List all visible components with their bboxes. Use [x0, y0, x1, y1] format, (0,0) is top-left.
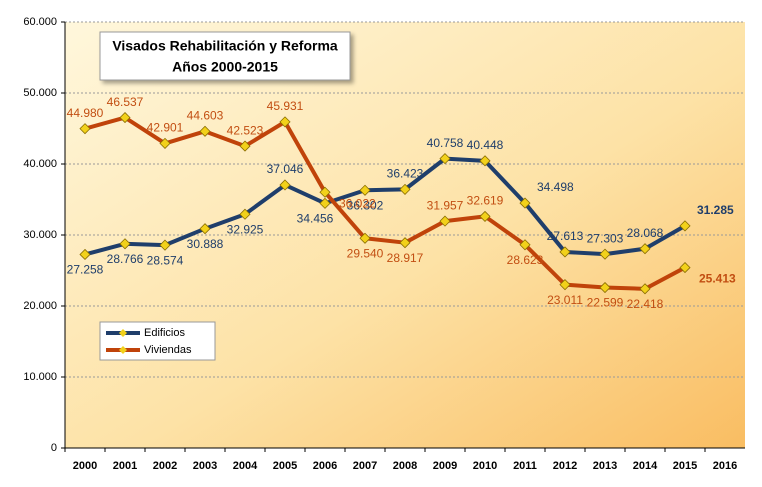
- x-tick-label: 2016: [713, 460, 737, 472]
- marker: [279, 116, 291, 128]
- y-tick-label: 30.000: [23, 229, 57, 241]
- data-label: 28.068: [627, 226, 664, 240]
- data-label: 27.613: [547, 229, 584, 243]
- marker: [319, 197, 331, 209]
- marker: [359, 232, 371, 244]
- x-tick-label: 2004: [233, 460, 258, 472]
- marker: [479, 155, 491, 167]
- x-tick-label: 2003: [193, 460, 217, 472]
- data-label: 37.046: [267, 162, 304, 176]
- data-label: 46.537: [107, 95, 144, 109]
- data-label: 36.022: [339, 196, 376, 210]
- marker: [599, 248, 611, 260]
- marker: [439, 153, 451, 165]
- x-tick-label: 2014: [633, 460, 658, 472]
- marker: [599, 281, 611, 294]
- marker: [679, 262, 691, 274]
- x-tick-label: 2005: [273, 460, 297, 472]
- y-tick-label: 10.000: [23, 371, 57, 383]
- data-label: 36.423: [387, 167, 424, 181]
- x-tick-label: 2012: [553, 460, 577, 472]
- marker: [479, 210, 491, 222]
- data-label: 25.413: [699, 272, 736, 286]
- x-tick-label: 2007: [353, 460, 377, 472]
- data-label: 22.599: [587, 296, 624, 310]
- data-label: 40.758: [427, 136, 464, 150]
- data-label: 23.011: [547, 293, 583, 307]
- marker: [519, 239, 531, 251]
- legend-label: Viviendas: [144, 344, 192, 356]
- data-label: 22.418: [627, 297, 664, 311]
- y-tick-label: 20.000: [23, 300, 57, 312]
- x-tick-label: 2011: [513, 460, 537, 472]
- data-label: 31.957: [427, 198, 464, 212]
- x-tick-label: 2008: [393, 460, 417, 472]
- marker: [439, 215, 451, 227]
- data-label: 44.603: [187, 108, 224, 122]
- x-tick-label: 2009: [433, 460, 457, 472]
- data-label: 32.925: [227, 222, 264, 236]
- data-label: 28.574: [147, 253, 184, 267]
- marker: [399, 183, 411, 195]
- marker: [119, 238, 131, 250]
- data-label: 27.303: [587, 231, 624, 245]
- marker: [239, 140, 251, 152]
- data-label: 44.980: [67, 106, 104, 120]
- x-tick-label: 2001: [113, 460, 137, 472]
- marker: [159, 239, 171, 251]
- chart-title: Visados Rehabilitación y Reforma: [112, 38, 338, 54]
- marker: [559, 246, 571, 258]
- series-line: [84, 156, 686, 257]
- marker: [119, 112, 131, 124]
- marker: [239, 208, 251, 220]
- marker: [559, 279, 571, 291]
- marker: [279, 179, 291, 191]
- x-tick-label: 2010: [473, 460, 497, 472]
- legend-marker: [119, 346, 127, 354]
- marker: [679, 220, 691, 232]
- data-label: 30.888: [187, 237, 224, 251]
- y-tick-label: 60.000: [23, 16, 57, 28]
- marker: [359, 184, 371, 196]
- legend: [99, 321, 216, 361]
- x-tick-label: 2006: [313, 460, 337, 472]
- chart-subtitle: Años 2000-2015: [172, 59, 278, 75]
- data-label: 42.523: [227, 123, 264, 137]
- data-label: 29.540: [347, 246, 384, 260]
- data-label: 31.285: [697, 203, 734, 217]
- y-tick-label: 50.000: [23, 87, 57, 99]
- data-label: 28.623: [507, 253, 544, 267]
- data-label: 34.456: [297, 212, 334, 226]
- marker: [639, 283, 651, 295]
- x-tick-label: 2002: [153, 460, 177, 472]
- legend-label: Edificios: [144, 327, 185, 339]
- marker: [159, 137, 171, 149]
- data-label: 28.917: [387, 251, 424, 265]
- data-label: 40.448: [467, 138, 504, 152]
- x-tick-label: 2013: [593, 460, 617, 472]
- data-label: 34.498: [537, 180, 574, 194]
- series-line: [84, 115, 686, 291]
- marker: [399, 237, 411, 249]
- data-label: 27.258: [67, 263, 104, 277]
- data-label: 42.901: [147, 121, 184, 135]
- data-label: 45.931: [267, 99, 304, 113]
- data-label: 36.302: [347, 198, 384, 212]
- marker: [79, 123, 91, 135]
- marker: [519, 197, 531, 209]
- data-label: 28.766: [107, 252, 144, 266]
- marker: [79, 248, 91, 261]
- title-box: [99, 31, 351, 81]
- marker: [319, 186, 331, 198]
- marker: [639, 243, 651, 255]
- marker: [199, 223, 211, 235]
- x-tick-label: 2015: [673, 460, 697, 472]
- legend-marker: [119, 329, 127, 337]
- x-tick-label: 2000: [73, 460, 97, 472]
- y-tick-label: 0: [51, 442, 57, 454]
- y-tick-label: 40.000: [23, 158, 57, 170]
- marker: [199, 125, 211, 137]
- data-label: 32.619: [467, 194, 504, 208]
